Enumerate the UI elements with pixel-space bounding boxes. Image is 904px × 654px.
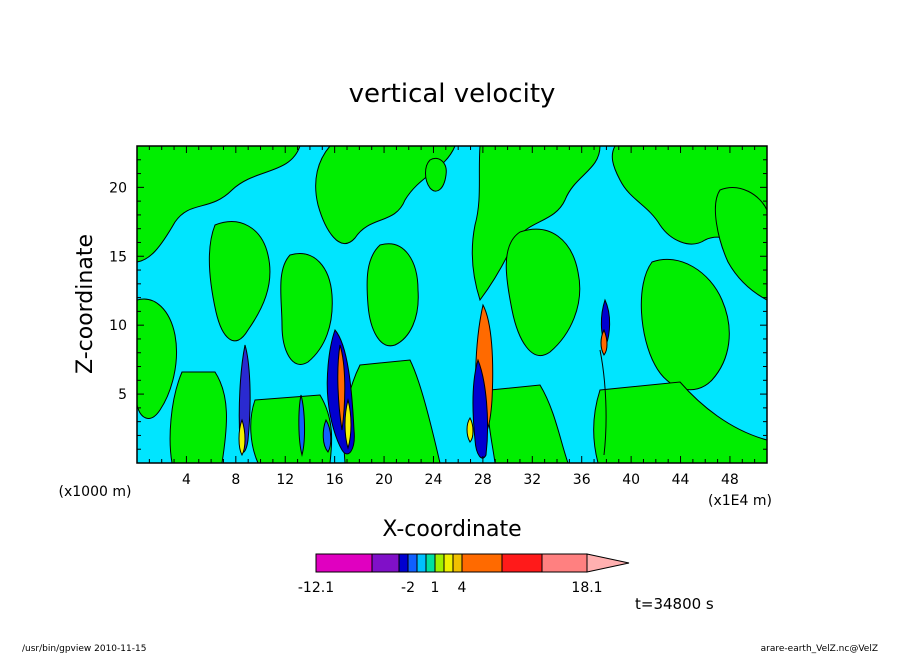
y-tick-label: 15 [109,249,127,265]
colorbar-swatch [315,553,373,573]
x-tick-label: 16 [326,472,344,488]
colorbar-swatch [398,553,409,573]
colorbar-label: -2 [401,580,415,596]
x-tick-label: 24 [425,472,443,488]
colorbar-swatch [371,553,400,573]
x-tick-label: 44 [672,472,690,488]
updraft-column [344,398,352,450]
updraft-column [337,344,346,431]
contour-region [208,221,271,342]
updraft-column [298,394,305,457]
y-tick-label: 10 [109,318,127,334]
updraft-column [322,418,332,453]
colorbar-swatch [452,553,463,573]
colorbar-swatch [416,553,427,573]
colorbar-label: 1 [431,580,440,596]
contour-region [425,157,447,192]
colorbar-label: 18.1 [571,580,602,596]
plot-frame [136,145,768,464]
contour-region [137,146,301,263]
contour-region [714,187,767,301]
colorbar-label: 4 [458,580,467,596]
contour-region [471,146,601,302]
colorbar-swatch [461,553,503,573]
contour-region [280,253,333,365]
contour-region [505,228,581,356]
footer-left: /usr/bin/gpview 2010-11-15 [22,644,146,654]
x-tick-label: 8 [231,472,240,488]
x-tick-label: 12 [276,472,294,488]
updraft-column [599,349,607,456]
contour-region [315,146,456,245]
colorbar-label: -12.1 [298,580,334,596]
x-tick-label: 20 [375,472,393,488]
x-tick-label: 4 [182,472,191,488]
y-tick-label: 20 [109,180,127,196]
colorbar [315,553,630,573]
x-tick-label: 36 [573,472,591,488]
colorbar-swatch [434,553,445,573]
updraft-column [238,418,246,457]
colorbar-swatch [541,553,588,573]
x-tick-label: 40 [622,472,640,488]
contour-region [640,258,730,391]
colorbar-swatch [443,553,454,573]
updraft-column [466,417,474,443]
x-tick-label: 48 [721,472,739,488]
x-unit-right: (x1E4 m) [708,493,772,509]
positive-contour-regions [137,146,767,463]
x-unit-left: (x1000 m) [59,484,132,500]
x-axis-label: X-coordinate [382,517,521,542]
updraft-columns [238,298,611,459]
colorbar-swatch [425,553,436,573]
y-tick-label: 5 [118,387,127,403]
x-tick-label: 28 [474,472,492,488]
colorbar-swatch [407,553,418,573]
x-tick-label: 32 [523,472,541,488]
contour-region [250,394,333,463]
footer-right: arare-earth_VelZ.nc@VelZ [761,644,878,654]
plot-area [137,146,767,463]
colorbar-labels: -12.1 -2 1 4 18.1 [298,580,603,596]
colorbar-arrow [586,553,630,573]
updraft-column [472,358,489,459]
y-axis: 5 10 15 20 [109,159,767,450]
contour-region [137,298,178,419]
x-axis: 4 8 12 16 20 24 28 32 36 40 44 48 [148,146,756,488]
colorbar-swatch [501,553,543,573]
y-axis-label: Z-coordinate [73,234,98,374]
time-label: t=34800 s [635,595,714,613]
chart-title: vertical velocity [349,79,556,109]
contour-region [366,243,419,347]
contour-region [169,371,227,463]
updraft-column [600,328,608,356]
